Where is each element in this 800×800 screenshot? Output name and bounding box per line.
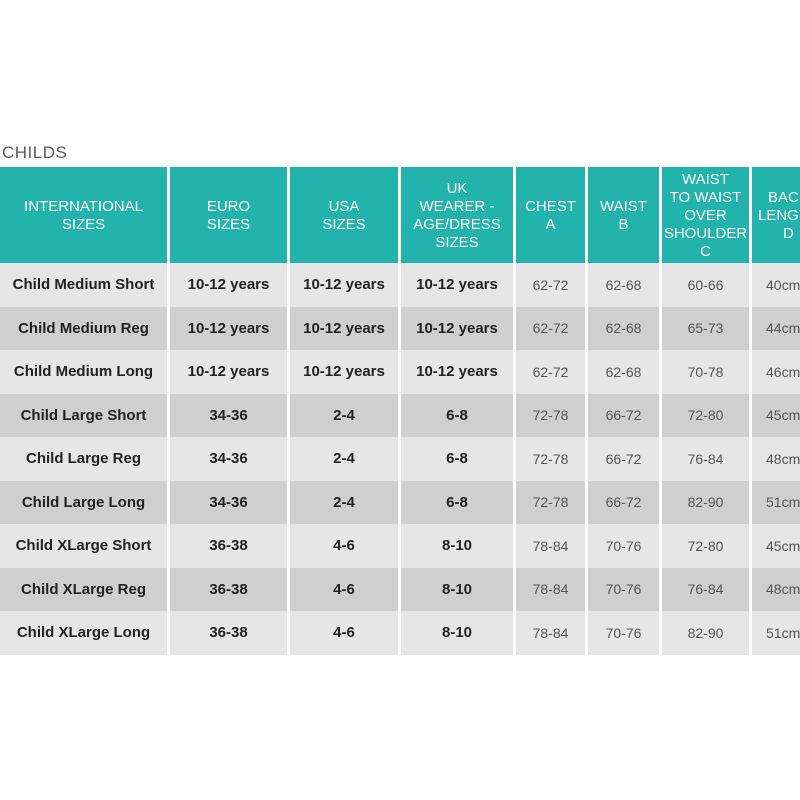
cell-uk-sizes: 10-12 years <box>401 263 513 307</box>
cell-uk-sizes: 6-8 <box>401 393 513 437</box>
cell-euro-sizes: 10-12 years <box>170 350 287 394</box>
size-chart-table: INTERNATIONAL SIZES EURO SIZES USA SIZES UK… <box>0 167 800 655</box>
cell-international-sizes: Child Medium Reg <box>0 306 167 350</box>
cell-waist-to-waist: 76-84 <box>662 567 749 611</box>
cell-euro-sizes: 34-36 <box>170 480 287 524</box>
cell-usa-sizes: 4-6 <box>290 611 398 655</box>
cell-euro-sizes: 36-38 <box>170 524 287 568</box>
cell-waist-to-waist: 82-90 <box>662 480 749 524</box>
cell-back-length: 46cm <box>752 350 800 394</box>
header-chest: CHEST A <box>516 167 585 263</box>
cell-euro-sizes: 34-36 <box>170 393 287 437</box>
cell-waist-to-waist: 72-80 <box>662 524 749 568</box>
cell-waist: 62-68 <box>588 306 659 350</box>
cell-chest: 72-78 <box>516 480 585 524</box>
cell-euro-sizes: 34-36 <box>170 437 287 481</box>
header-waist-to-waist: WAIST TO WAIST OVER SHOULDER C <box>662 167 749 263</box>
cell-international-sizes: Child Large Reg <box>0 437 167 481</box>
cell-waist: 62-68 <box>588 350 659 394</box>
header-usa-sizes: USA SIZES <box>290 167 398 263</box>
cell-back-length: 48cm <box>752 567 800 611</box>
cell-waist: 66-72 <box>588 393 659 437</box>
cell-chest: 72-78 <box>516 437 585 481</box>
cell-euro-sizes: 36-38 <box>170 611 287 655</box>
cell-waist: 70-76 <box>588 567 659 611</box>
cell-international-sizes: Child Medium Long <box>0 350 167 394</box>
cell-uk-sizes: 10-12 years <box>401 306 513 350</box>
header-uk-sizes: UK WEARER - AGE/DRESS SIZES <box>401 167 513 263</box>
cell-back-length: 45cm <box>752 524 800 568</box>
cell-waist: 66-72 <box>588 480 659 524</box>
cell-usa-sizes: 10-12 years <box>290 263 398 307</box>
cell-back-length: 40cm <box>752 263 800 307</box>
cell-back-length: 51cm <box>752 611 800 655</box>
cell-chest: 72-78 <box>516 393 585 437</box>
cell-international-sizes: Child XLarge Long <box>0 611 167 655</box>
cell-chest: 62-72 <box>516 350 585 394</box>
cell-back-length: 45cm <box>752 393 800 437</box>
cell-waist-to-waist: 70-78 <box>662 350 749 394</box>
cell-back-length: 51cm <box>752 480 800 524</box>
cell-uk-sizes: 8-10 <box>401 611 513 655</box>
cell-international-sizes: Child Large Short <box>0 393 167 437</box>
cell-chest: 78-84 <box>516 567 585 611</box>
cell-uk-sizes: 8-10 <box>401 567 513 611</box>
cell-waist-to-waist: 72-80 <box>662 393 749 437</box>
cell-waist-to-waist: 60-66 <box>662 263 749 307</box>
cell-uk-sizes: 6-8 <box>401 437 513 481</box>
cell-waist: 70-76 <box>588 524 659 568</box>
cell-international-sizes: Child Large Long <box>0 480 167 524</box>
cell-chest: 62-72 <box>516 306 585 350</box>
cell-usa-sizes: 10-12 years <box>290 350 398 394</box>
cell-chest: 62-72 <box>516 263 585 307</box>
cell-usa-sizes: 4-6 <box>290 524 398 568</box>
header-international-sizes: INTERNATIONAL SIZES <box>0 167 167 263</box>
cell-international-sizes: Child XLarge Reg <box>0 567 167 611</box>
cell-waist: 62-68 <box>588 263 659 307</box>
cell-uk-sizes: 8-10 <box>401 524 513 568</box>
cell-uk-sizes: 10-12 years <box>401 350 513 394</box>
cell-waist-to-waist: 82-90 <box>662 611 749 655</box>
cell-chest: 78-84 <box>516 524 585 568</box>
header-back-length: BACK LENGTH D <box>752 167 800 263</box>
cell-uk-sizes: 6-8 <box>401 480 513 524</box>
cell-waist-to-waist: 65-73 <box>662 306 749 350</box>
cell-usa-sizes: 2-4 <box>290 393 398 437</box>
header-euro-sizes: EURO SIZES <box>170 167 287 263</box>
cell-euro-sizes: 10-12 years <box>170 306 287 350</box>
cell-waist: 66-72 <box>588 437 659 481</box>
section-title: CHILDS <box>2 143 68 162</box>
cell-waist: 70-76 <box>588 611 659 655</box>
cell-usa-sizes: 10-12 years <box>290 306 398 350</box>
cell-waist-to-waist: 76-84 <box>662 437 749 481</box>
cell-international-sizes: Child Medium Short <box>0 263 167 307</box>
cell-euro-sizes: 36-38 <box>170 567 287 611</box>
cell-usa-sizes: 2-4 <box>290 437 398 481</box>
cell-international-sizes: Child XLarge Short <box>0 524 167 568</box>
cell-usa-sizes: 4-6 <box>290 567 398 611</box>
cell-usa-sizes: 2-4 <box>290 480 398 524</box>
cell-chest: 78-84 <box>516 611 585 655</box>
cell-back-length: 48cm <box>752 437 800 481</box>
header-waist: WAIST B <box>588 167 659 263</box>
size-chart-grid: INTERNATIONAL SIZES EURO SIZES USA SIZES UK… <box>0 167 800 655</box>
cell-back-length: 44cm <box>752 306 800 350</box>
cell-euro-sizes: 10-12 years <box>170 263 287 307</box>
